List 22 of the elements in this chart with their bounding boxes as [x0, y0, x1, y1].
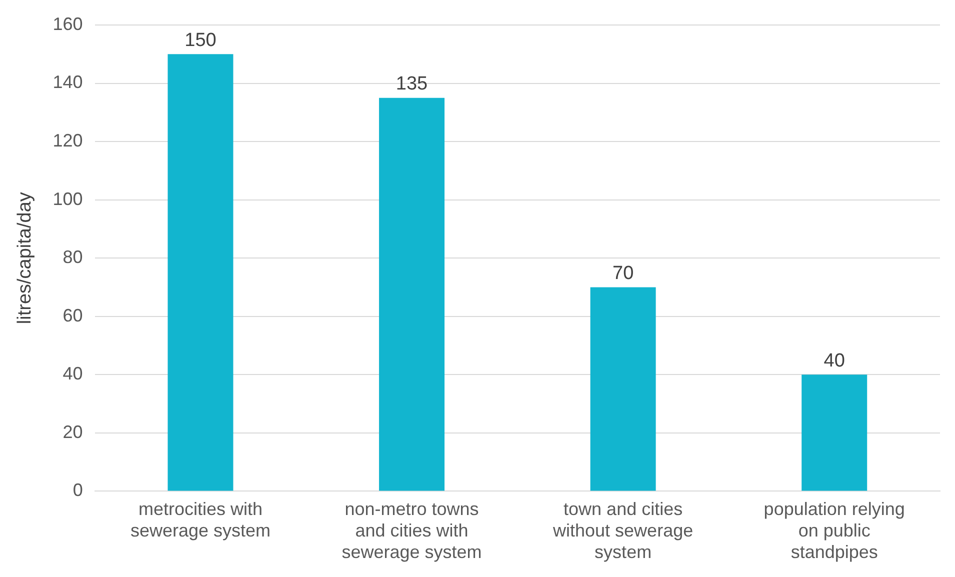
data-label: 135 — [396, 74, 428, 95]
y-tick-label: 0 — [72, 480, 83, 500]
y-tick-label: 140 — [52, 72, 83, 92]
y-tick-label: 20 — [62, 422, 83, 442]
y-tick-label: 100 — [52, 188, 83, 209]
y-axis-title: litres/capita/day — [14, 192, 36, 324]
y-tick-label: 120 — [52, 130, 83, 151]
bar — [379, 98, 445, 491]
data-label: 150 — [184, 30, 216, 51]
x-tick-label: town and cities without sewerage system — [552, 498, 694, 562]
y-tick-label: 40 — [62, 364, 83, 384]
data-label: 40 — [824, 350, 845, 372]
y-tick-label: 60 — [62, 305, 83, 326]
x-tick-label: population relying on public standpipes — [764, 498, 905, 562]
data-label: 70 — [612, 262, 634, 284]
bar — [590, 287, 656, 491]
bar — [802, 374, 868, 491]
bar — [168, 54, 234, 491]
y-tick-label: 80 — [62, 247, 83, 268]
x-tick-label: non-metro towns and cities with sewerage system — [342, 498, 482, 562]
y-tick-label: 160 — [52, 14, 83, 34]
x-tick-label: metrocities with sewerage system — [130, 498, 271, 541]
